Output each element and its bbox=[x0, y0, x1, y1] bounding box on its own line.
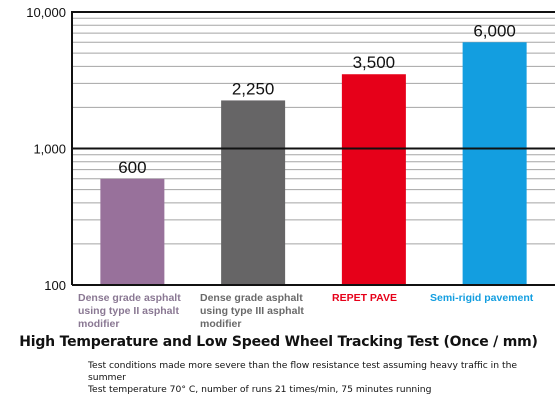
x-category-label-line: modifier bbox=[200, 318, 241, 330]
x-category-label-line: Dense grade asphalt bbox=[78, 292, 181, 304]
x-category-label-line: modifier bbox=[78, 318, 119, 330]
x-category-label-line: Semi-rigid pavement bbox=[430, 292, 534, 304]
x-category-label: Dense grade asphalt using type II asphalt… bbox=[78, 292, 181, 330]
x-category-label-line: using type III asphalt bbox=[200, 305, 304, 317]
y-tick-label: 1,000 bbox=[33, 142, 66, 157]
bar-value-label: 3,500 bbox=[353, 53, 396, 72]
bar-value-label: 600 bbox=[118, 158, 146, 177]
axis-layer bbox=[71, 11, 555, 286]
x-category-label-line: using type II asphalt bbox=[78, 305, 179, 317]
test-condition-note: Test conditions made more severe than th… bbox=[88, 360, 518, 383]
bar-value-label: 6,000 bbox=[473, 21, 516, 40]
y-tick-label: 100 bbox=[44, 278, 66, 293]
bar bbox=[100, 178, 165, 285]
bar bbox=[341, 74, 406, 285]
test-temperature-note: Test temperature 70° C, number of runs 2… bbox=[88, 384, 432, 395]
x-category-label: Dense grade asphalt using type III asphal… bbox=[200, 292, 304, 330]
bar-value-label: 2,250 bbox=[232, 79, 275, 98]
x-category-label: REPET PAVE bbox=[332, 292, 397, 304]
labels-layer: 600 2,250 3,500 6,000 100 1,000 10,000 Dense gr… bbox=[26, 5, 534, 330]
x-category-label-line: REPET PAVE bbox=[332, 292, 397, 304]
x-category-label: Semi-rigid pavement bbox=[430, 292, 534, 304]
x-category-label-line: Dense grade asphalt bbox=[200, 292, 303, 304]
chart-title: High Temperature and Low Speed Wheel Tra… bbox=[19, 334, 538, 350]
bars-layer bbox=[100, 42, 527, 286]
bar bbox=[462, 42, 527, 286]
bar bbox=[221, 100, 286, 285]
y-tick-label: 10,000 bbox=[26, 5, 66, 20]
